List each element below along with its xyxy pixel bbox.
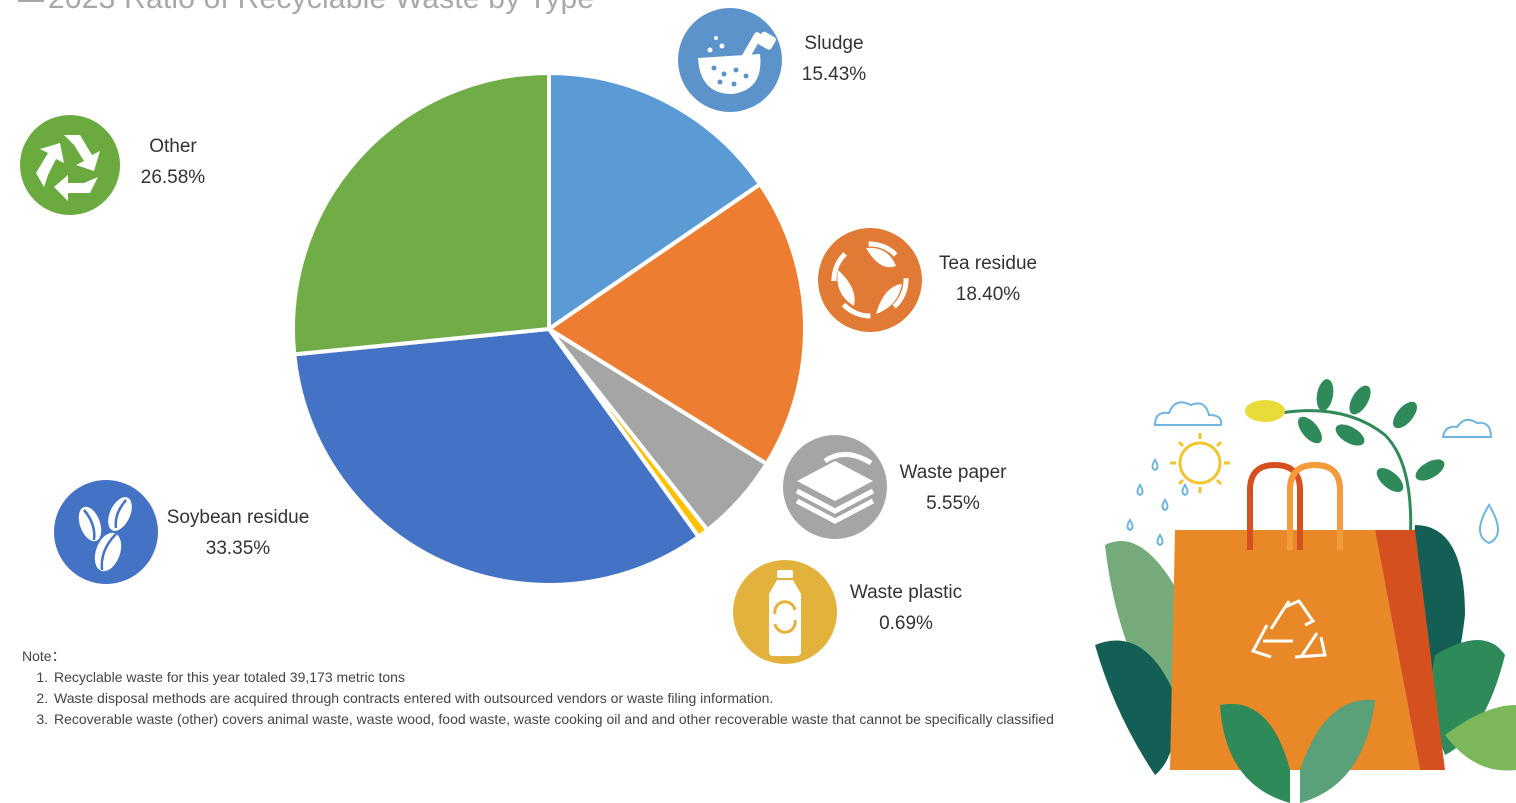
slice-name: Waste plastic [849, 582, 963, 603]
notes-heading: Note： [22, 648, 66, 664]
slice-value: 0.69% [879, 613, 933, 634]
slice-value: 18.40% [955, 284, 1021, 305]
chart-title-text: 2023 Ratio of Recyclable Waste by Type [48, 0, 594, 15]
pie-slice-soybean-residue [292, 327, 701, 587]
chart-title: 2023 Ratio of Recyclable Waste by Type [18, 0, 594, 16]
slice-label-waste-paper: Waste paper 5.55% [893, 457, 1013, 519]
slice-value: 26.58% [140, 167, 206, 188]
slice-name: Soybean residue [166, 507, 310, 528]
bean-icon [54, 480, 158, 584]
slice-label-soybean-residue: Soybean residue 33.35% [158, 502, 318, 564]
slice-value: 33.35% [205, 538, 271, 559]
slice-name: Other [149, 136, 197, 157]
scoop-icon [678, 8, 782, 112]
slice-label-sludge: Sludge 15.43% [784, 28, 884, 90]
title-marker [18, 0, 44, 3]
note-item: Recyclable waste for this year totaled 3… [52, 667, 1112, 688]
notes-list: Recyclable waste for this year totaled 3… [22, 667, 1112, 730]
slice-name: Waste paper [899, 462, 1007, 483]
slice-name: Sludge [804, 33, 864, 54]
note-item: Recoverable waste (other) covers animal … [52, 709, 1112, 730]
plastic-bottle-icon [733, 560, 837, 664]
slice-label-waste-plastic: Waste plastic 0.69% [841, 577, 971, 639]
slice-label-tea-residue: Tea residue 18.40% [928, 248, 1048, 310]
pie-slice-tea-residue [547, 182, 808, 466]
pie-slice-sludge [547, 71, 763, 331]
pie-slice-other [291, 71, 551, 357]
recycle-bag-illustration [1095, 379, 1516, 803]
tea-leaf-icon [818, 228, 922, 332]
slice-value: 15.43% [801, 64, 867, 85]
pie-slices [291, 71, 808, 587]
slice-label-other: Other 26.58% [128, 131, 218, 193]
slice-name: Tea residue [938, 253, 1038, 274]
paper-stack-icon [783, 435, 887, 539]
note-item: Waste disposal methods are acquired thro… [52, 688, 1112, 709]
slice-value: 5.55% [926, 493, 980, 514]
recycle-icon [20, 115, 120, 215]
notes: Note： Recyclable waste for this year tot… [22, 646, 1112, 730]
